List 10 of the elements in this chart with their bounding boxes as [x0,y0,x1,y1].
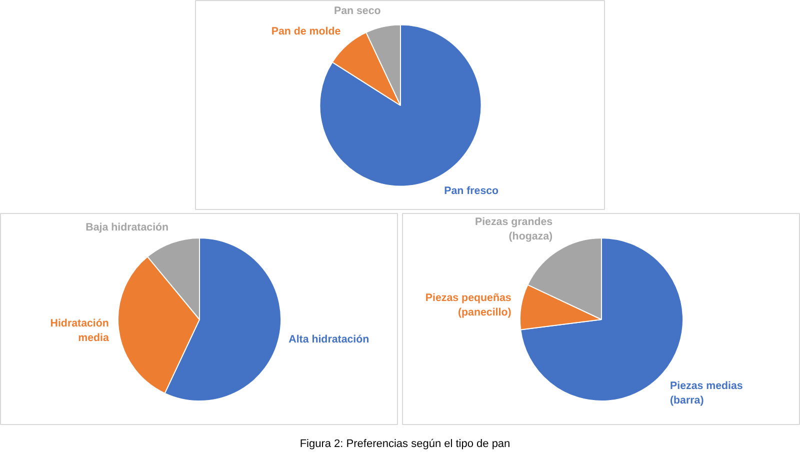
slice-label: Baja hidratación [86,222,169,234]
slice-label: Hidratación media [50,318,109,344]
slice-label: Alta hidratación [288,333,370,346]
slice-label: Piezas medias (barra) [670,380,743,406]
slice-label: Pan de molde [271,26,341,38]
slice-label: Pan seco [334,5,382,18]
text: Figura 2: Preferencias según el tipo de pan [300,437,510,452]
slice-label: Piezas pequeñas (panecillo) [425,292,512,318]
slice-label: Piezas grandes (hogaza) [474,216,554,242]
slice-label: Pan fresco [444,184,500,197]
